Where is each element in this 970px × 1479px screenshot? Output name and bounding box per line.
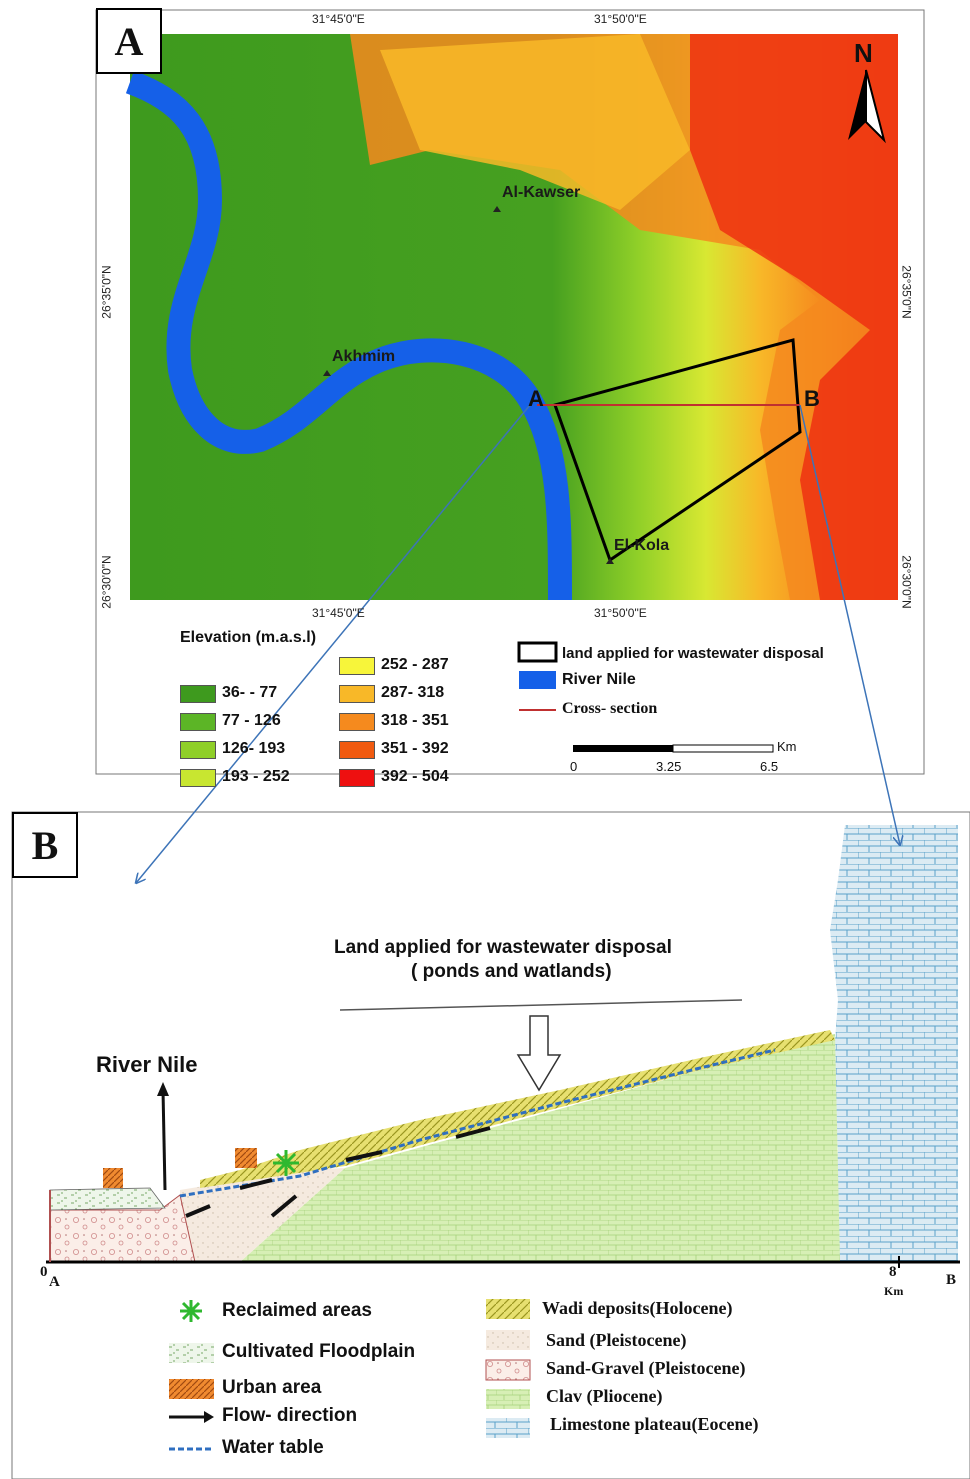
river-nile	[125, 70, 572, 601]
legend-urban-swatch	[169, 1379, 214, 1399]
axis-end-point: B	[946, 1272, 957, 1288]
legend-sand-label: Sand (Pleistocene)	[546, 1330, 687, 1350]
disposal-down-arrow	[516, 1015, 562, 1092]
legend-water-table-label: Water table	[222, 1437, 324, 1458]
sand-layer	[180, 1168, 345, 1262]
scale-bar-white	[672, 744, 774, 753]
legend-flow-label: Flow- direction	[222, 1405, 358, 1426]
axis-start-value: 0	[40, 1264, 48, 1280]
legend-wadi-swatch	[486, 1299, 530, 1319]
place-el-kola: El-Kola	[614, 537, 670, 554]
elevation-swatch	[180, 713, 216, 731]
el-kola-marker	[606, 558, 614, 564]
legend-reclaimed-star-icon	[180, 1300, 202, 1322]
north-arrow-icon	[848, 70, 866, 140]
legend-river-swatch	[519, 671, 556, 689]
lat-tick-right-2: 26°30'0"N	[899, 555, 914, 609]
elevation-swatch	[339, 657, 375, 675]
flow-arrows	[185, 1126, 491, 1218]
legend-limestone-swatch	[486, 1418, 530, 1438]
panel-a-label: A	[96, 8, 162, 74]
elevation-swatch	[339, 769, 375, 787]
axis-start-point: A	[49, 1274, 60, 1290]
elevation-swatch	[339, 741, 375, 759]
legend-clay-label: Clav (Pliocene)	[546, 1386, 663, 1406]
lon-tick-top-1: 31°45'0"E	[312, 12, 365, 26]
elevation-swatch	[180, 741, 216, 759]
elevation-swatch	[339, 713, 375, 731]
legend-cross-section-label: Cross- section	[562, 700, 658, 717]
elevation-class-label: 392 - 504	[381, 768, 449, 785]
legend-disposal-label: land applied for wastewater disposal	[562, 645, 824, 662]
disposal-extent-line	[339, 999, 743, 1011]
scale-tick-0: 0	[570, 759, 578, 774]
place-al-kawser: Al-Kawser	[502, 184, 581, 201]
elevation-class-label: 36- - 77	[222, 684, 278, 701]
section-point-a: A	[528, 386, 544, 411]
elevation-class-label: 193 - 252	[222, 768, 290, 785]
mid-elevation-zone	[380, 34, 690, 210]
elevation-swatch	[339, 685, 375, 703]
legend-floodplain-label: Cultivated Floodplain	[222, 1341, 416, 1362]
scale-tick-1: 3.25	[656, 759, 682, 774]
panel-b-label: B	[12, 812, 78, 878]
elevation-class-label: 77 - 126	[222, 712, 281, 729]
legend-wadi-label: Wadi deposits(Holocene)	[542, 1298, 733, 1318]
legend-limestone-label: Limestone plateau(Eocene)	[550, 1414, 759, 1434]
akhmim-marker	[323, 370, 331, 376]
elevation-class-label: 252 - 287	[381, 656, 449, 673]
water-table-line	[179, 1048, 776, 1198]
elevation-class-label: 318 - 351	[381, 712, 449, 729]
north-arrow-icon-right	[865, 69, 886, 144]
scale-unit: Km	[777, 739, 797, 754]
link-arrow-a	[136, 404, 531, 883]
wadi-deposits-layer	[200, 1030, 835, 1188]
legend-gravel-label: Sand-Gravel (Pleistocene)	[546, 1358, 746, 1378]
floodplain-layer	[49, 1187, 166, 1211]
elevation-swatch	[180, 685, 216, 703]
legend-floodplain-swatch	[169, 1343, 214, 1363]
axis-end-value: 8	[889, 1264, 897, 1280]
legend-flow-arrowhead	[204, 1411, 214, 1423]
legend-river-label: River Nile	[562, 671, 636, 688]
reclaimed-star-icon	[273, 1150, 299, 1176]
legend-gravel-swatch	[485, 1359, 531, 1381]
legend-sand-swatch	[486, 1330, 530, 1350]
legend-urban-label: Urban area	[222, 1377, 322, 1398]
scale-tick-2: 6.5	[760, 759, 779, 774]
elevation-swatch	[180, 769, 216, 787]
legend-clay-swatch	[486, 1389, 530, 1409]
legend-reclaimed-label: Reclaimed areas	[222, 1300, 372, 1321]
lat-tick-left-1: 26°35'0"N	[99, 265, 114, 319]
link-arrow-b	[799, 404, 900, 845]
section-title-line2: ( ponds and watlands)	[411, 961, 612, 982]
high-peaks-zone	[690, 34, 898, 600]
legend-disposal-swatch	[517, 641, 558, 663]
urban-area-2	[235, 1148, 257, 1168]
elevation-class-label: 351 - 392	[381, 740, 449, 757]
wastewater-disposal-area	[553, 338, 802, 563]
elevation-class-label: 287- 318	[381, 684, 445, 701]
section-river-label: River Nile	[96, 1052, 198, 1077]
lat-tick-left-2: 26°30'0"N	[99, 555, 114, 609]
elevation-class-label: 126- 193	[222, 740, 286, 757]
section-point-b: B	[804, 386, 820, 411]
urban-area-1	[103, 1168, 123, 1188]
limestone-plateau	[830, 825, 958, 1262]
lon-tick-bottom-2: 31°50'0"E	[594, 606, 647, 620]
axis-end-unit: Km	[884, 1284, 904, 1298]
lon-tick-top-2: 31°50'0"E	[594, 12, 647, 26]
elevation-legend-title: Elevation (m.a.s.l)	[180, 629, 317, 646]
al-kawser-marker	[493, 206, 501, 212]
north-label: N	[854, 38, 873, 68]
lon-tick-bottom-1: 31°45'0"E	[312, 606, 365, 620]
place-akhmim: Akhmim	[332, 348, 396, 365]
river-pointer-arrowhead	[157, 1082, 169, 1096]
lat-tick-right-1: 26°35'0"N	[899, 265, 914, 319]
section-title-line1: Land applied for wastewater disposal	[334, 937, 672, 958]
clay-layer	[240, 1034, 840, 1262]
scale-bar-black	[573, 745, 673, 752]
river-pointer-arrow	[161, 1089, 167, 1191]
